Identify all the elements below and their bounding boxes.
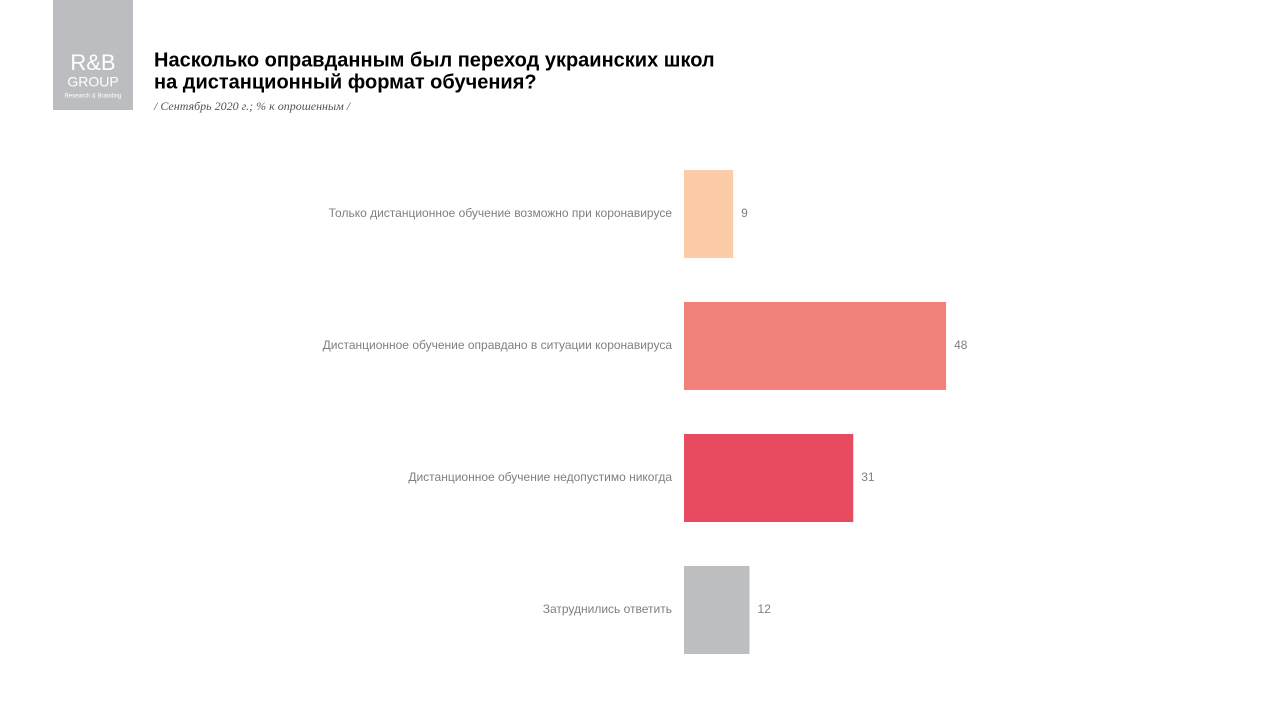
bar [684,566,750,654]
logo-group: GROUP [67,74,118,90]
bar [684,302,947,390]
logo-tagline: Research & Branding [64,94,121,100]
category-label: Только дистанционное обучение возможно п… [329,206,673,220]
chart-title: Насколько оправданным был переход украин… [154,49,715,71]
category-label: Дистанционное обучение оправдано в ситуа… [323,338,673,352]
chart-subtitle: / Сентябрь 2020 г.; % к опрошенным / [153,99,352,113]
value-label: 12 [758,602,772,616]
value-label: 9 [741,206,748,220]
bar [684,434,854,522]
value-label: 31 [861,470,875,484]
value-label: 48 [954,338,968,352]
logo-box [53,0,133,110]
chart-title: на дистанционный формат обучения? [154,71,537,93]
category-label: Затруднились ответить [543,602,672,616]
category-label: Дистанционное обучение недопустимо никог… [408,470,672,484]
logo-mark: R&B [70,50,115,75]
bar [684,170,734,258]
